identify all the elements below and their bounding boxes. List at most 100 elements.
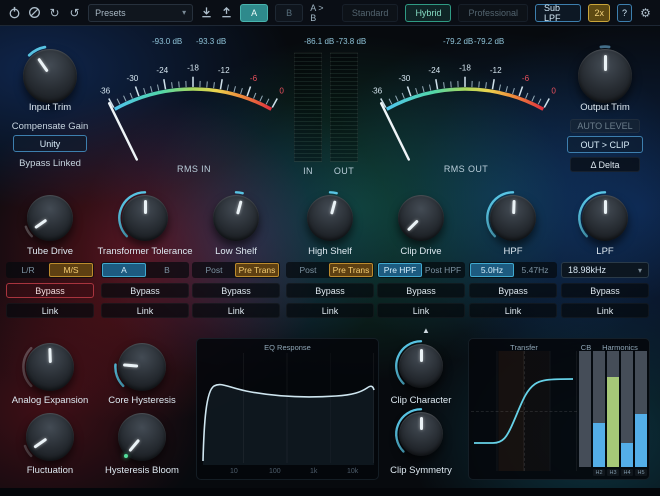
redo-icon[interactable]: ↻ [49, 5, 60, 20]
knob-pointer [582, 195, 628, 241]
lpf-knob[interactable] [578, 191, 628, 241]
clip-symmetry-knob[interactable] [395, 408, 443, 456]
rms-in-label: RMS IN [177, 164, 211, 174]
toggle-option-b[interactable]: B [164, 265, 170, 275]
knob-pointer [18, 186, 82, 250]
clip-character-label: Clip Character [390, 395, 452, 406]
knob-pointer [489, 194, 537, 242]
power-icon[interactable] [8, 5, 21, 21]
auto-level-button[interactable]: AUTO LEVEL [570, 119, 640, 133]
bypass-all-icon[interactable] [28, 5, 41, 21]
link-button[interactable]: Link [6, 303, 94, 318]
knob-pointer [388, 185, 453, 250]
toggle-option-5hz[interactable]: 5.0Hz [470, 263, 514, 277]
svg-text:0: 0 [279, 87, 284, 96]
knob-cap [23, 49, 77, 103]
knob-cap [118, 413, 166, 461]
link-button[interactable]: Link [101, 303, 189, 318]
transfer-curve [474, 378, 574, 444]
h2-chip: H2 [593, 469, 605, 476]
undo-icon[interactable]: ↺ [69, 5, 80, 20]
hpf-freq-toggle: 5.0Hz 5.47Hz [469, 262, 557, 278]
transfer-title: Transfer [510, 343, 538, 352]
gear-icon[interactable]: ⚙ [640, 5, 651, 20]
eq-tick-1k: 1k [310, 468, 318, 475]
ab-slot-b-button[interactable]: B [275, 3, 304, 22]
ab-slot-a-button[interactable]: A [240, 3, 269, 22]
mode-hybrid-button[interactable]: Hybrid [405, 3, 452, 22]
high-shelf-knob[interactable] [307, 191, 353, 241]
fluctuation-knob[interactable] [23, 413, 74, 461]
toggle-option-posthpf[interactable]: Post HPF [424, 265, 462, 275]
svg-text:0: 0 [551, 87, 556, 96]
toggle-option-a[interactable]: A [102, 263, 146, 277]
collapse-panel-button[interactable]: ▲ [422, 326, 430, 335]
toggle-option-pretrans[interactable]: Pre Trans [235, 263, 279, 277]
analog-expansion-label: Analog Expansion [11, 395, 89, 406]
rms-in-left-readout: -93.0 dB [152, 37, 183, 46]
delta-button[interactable]: Δ Delta [570, 157, 640, 172]
svg-text:-12: -12 [490, 66, 502, 75]
knob-cap [582, 195, 628, 241]
svg-text:-24: -24 [156, 66, 168, 75]
link-button[interactable]: Link [377, 303, 465, 318]
lr-ms-toggle: L/R M/S [6, 262, 94, 278]
knob-cap [213, 195, 259, 241]
low-shelf-knob[interactable] [213, 191, 259, 241]
save-preset-icon[interactable] [200, 5, 213, 21]
link-button[interactable]: Link [192, 303, 280, 318]
eq-response-panel: EQ Response 10 100 1k 10k [196, 338, 379, 480]
knob-value-dot [124, 454, 128, 458]
clip-character-knob[interactable] [395, 340, 443, 388]
unity-button[interactable]: Unity [13, 135, 87, 152]
channel-lpf: 18.98kHz ▾ Bypass Link [561, 262, 649, 318]
hysteresis-bloom-knob[interactable] [118, 413, 166, 461]
link-button[interactable]: Link [561, 303, 649, 318]
tube-drive-knob[interactable] [24, 195, 73, 241]
toggle-option-pretrans[interactable]: Pre Trans [329, 263, 373, 277]
bypass-button[interactable]: Bypass [101, 283, 189, 298]
transfer-panel: Transfer CB Harmonics H2 H3 H4 H5 [468, 338, 650, 480]
knob-cap [399, 412, 443, 456]
bypass-button[interactable]: Bypass [192, 283, 280, 298]
output-trim-label: Output Trim [580, 102, 630, 113]
input-trim-knob[interactable] [23, 45, 77, 103]
bypass-button[interactable]: Bypass [6, 283, 94, 298]
toggle-option-547hz[interactable]: 5.47Hz [521, 265, 549, 275]
mode-professional-button[interactable]: Professional [458, 3, 528, 22]
hpf-knob[interactable] [486, 191, 537, 242]
hysteresis-bloom-label: Hysteresis Bloom [105, 465, 179, 476]
h4-bar [621, 442, 633, 467]
analog-expansion-knob[interactable] [22, 343, 74, 391]
bypass-button[interactable]: Bypass [561, 283, 649, 298]
bypass-button[interactable]: Bypass [286, 283, 374, 298]
toggle-option-prehpf[interactable]: Pre HPF [378, 263, 422, 277]
knob-pointer [399, 412, 443, 456]
output-trim-knob[interactable] [578, 45, 632, 103]
toggle-option-post[interactable]: Post [299, 265, 317, 275]
bypass-linked-label[interactable]: Bypass Linked [19, 158, 81, 169]
rms-in-right-readout: -93.3 dB [196, 37, 227, 46]
transformer-tolerance-knob[interactable] [118, 191, 168, 241]
mode-standard-button[interactable]: Standard [341, 3, 399, 22]
help-button[interactable]: ? [616, 3, 632, 22]
toggle-option-lr[interactable]: L/R [21, 265, 35, 275]
oversampling-button[interactable]: 2x [588, 3, 610, 22]
ab-copy-button[interactable]: A > B [310, 2, 324, 23]
link-button[interactable]: Link [286, 303, 374, 318]
knob-cap [578, 49, 632, 103]
rms-out-left-readout: -79.2 dB [443, 37, 474, 46]
link-button[interactable]: Link [469, 303, 557, 318]
compensate-gain-label[interactable]: Compensate Gain [11, 121, 89, 132]
toggle-option-ms[interactable]: M/S [49, 263, 93, 277]
core-hysteresis-knob[interactable] [114, 343, 166, 391]
clip-drive-knob[interactable] [398, 195, 444, 241]
out-clip-button[interactable]: OUT > CLIP [567, 136, 643, 153]
lpf-freq-dropdown[interactable]: 18.98kHz ▾ [561, 262, 649, 278]
sub-lpf-button[interactable]: Sub LPF [534, 3, 582, 23]
load-preset-icon[interactable] [220, 5, 233, 21]
toggle-option-post[interactable]: Post [205, 265, 223, 275]
bypass-button[interactable]: Bypass [377, 283, 465, 298]
presets-dropdown[interactable]: Presets ▾ [88, 3, 194, 22]
bypass-button[interactable]: Bypass [469, 283, 557, 298]
